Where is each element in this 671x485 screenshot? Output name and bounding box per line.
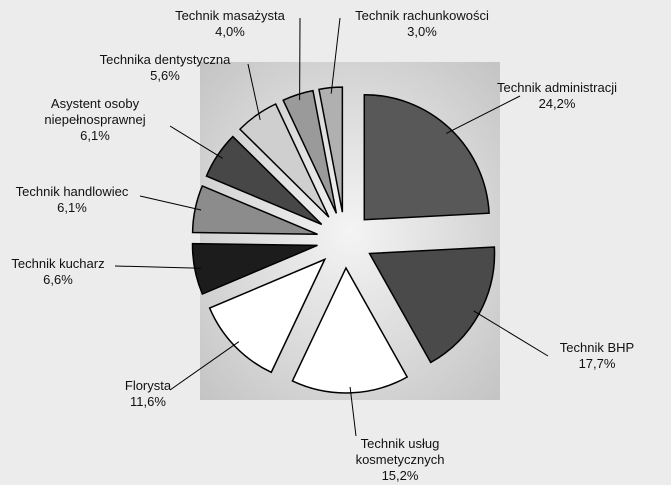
value-label: 24,2% xyxy=(538,96,576,111)
pie-slice xyxy=(291,266,409,394)
value-label: 6,1% xyxy=(57,200,87,215)
pie-slice xyxy=(191,242,318,296)
pie-slice xyxy=(208,257,327,374)
leader-line xyxy=(169,341,240,391)
value-label: 11,6% xyxy=(130,394,166,409)
category-label: Florysta xyxy=(124,378,172,393)
leader-line xyxy=(169,125,223,159)
slice-label: Florysta 11,6% xyxy=(108,378,188,410)
value-label: 17,7% xyxy=(578,356,616,371)
leader-line xyxy=(330,17,341,94)
value-label: 15,2% xyxy=(381,468,419,483)
slice-label: Technik usług kosmetycznych 15,2% xyxy=(335,436,465,484)
value-label: 3,0% xyxy=(407,24,437,39)
leader-line xyxy=(114,265,201,269)
slice-label: Technik administracji 24,2% xyxy=(487,80,627,112)
category-label: Asystent osoby niepełnosprawnej xyxy=(44,96,146,127)
value-label: 6,6% xyxy=(43,272,73,287)
category-label: Technik rachunkowości xyxy=(355,8,489,23)
category-label: Technik BHP xyxy=(559,340,635,355)
pie-slice xyxy=(363,93,490,221)
pie-slice xyxy=(318,86,344,213)
slice-label: Asystent osoby niepełnosprawnej 6,1% xyxy=(20,96,170,144)
slice-label: Technik masażysta 4,0% xyxy=(155,8,305,40)
slice-label: Technik rachunkowości 3,0% xyxy=(337,8,507,40)
leader-line xyxy=(473,310,549,357)
category-label: Technik usług kosmetycznych xyxy=(355,436,445,467)
slice-label: Technik kucharz 6,6% xyxy=(3,256,113,288)
slice-label: Technika dentystyczna 5,6% xyxy=(85,52,245,84)
value-label: 4,0% xyxy=(215,24,245,39)
leader-line xyxy=(349,386,357,437)
slice-label: Technik BHP 17,7% xyxy=(542,340,652,372)
category-label: Technik kucharz xyxy=(11,256,105,271)
value-label: 5,6% xyxy=(150,68,180,83)
slice-label: Technik handlowiec 6,1% xyxy=(7,184,137,216)
category-label: Technik handlowiec xyxy=(15,184,129,199)
category-label: Technika dentystyczna xyxy=(99,52,231,67)
pie-slice xyxy=(282,89,338,214)
leader-line xyxy=(139,195,202,211)
leader-line xyxy=(445,95,521,134)
leader-line xyxy=(247,63,261,121)
pie-slice xyxy=(238,103,330,218)
category-label: Technik administracji xyxy=(497,80,617,95)
category-label: Technik masażysta xyxy=(175,8,285,23)
value-label: 6,1% xyxy=(80,128,110,143)
